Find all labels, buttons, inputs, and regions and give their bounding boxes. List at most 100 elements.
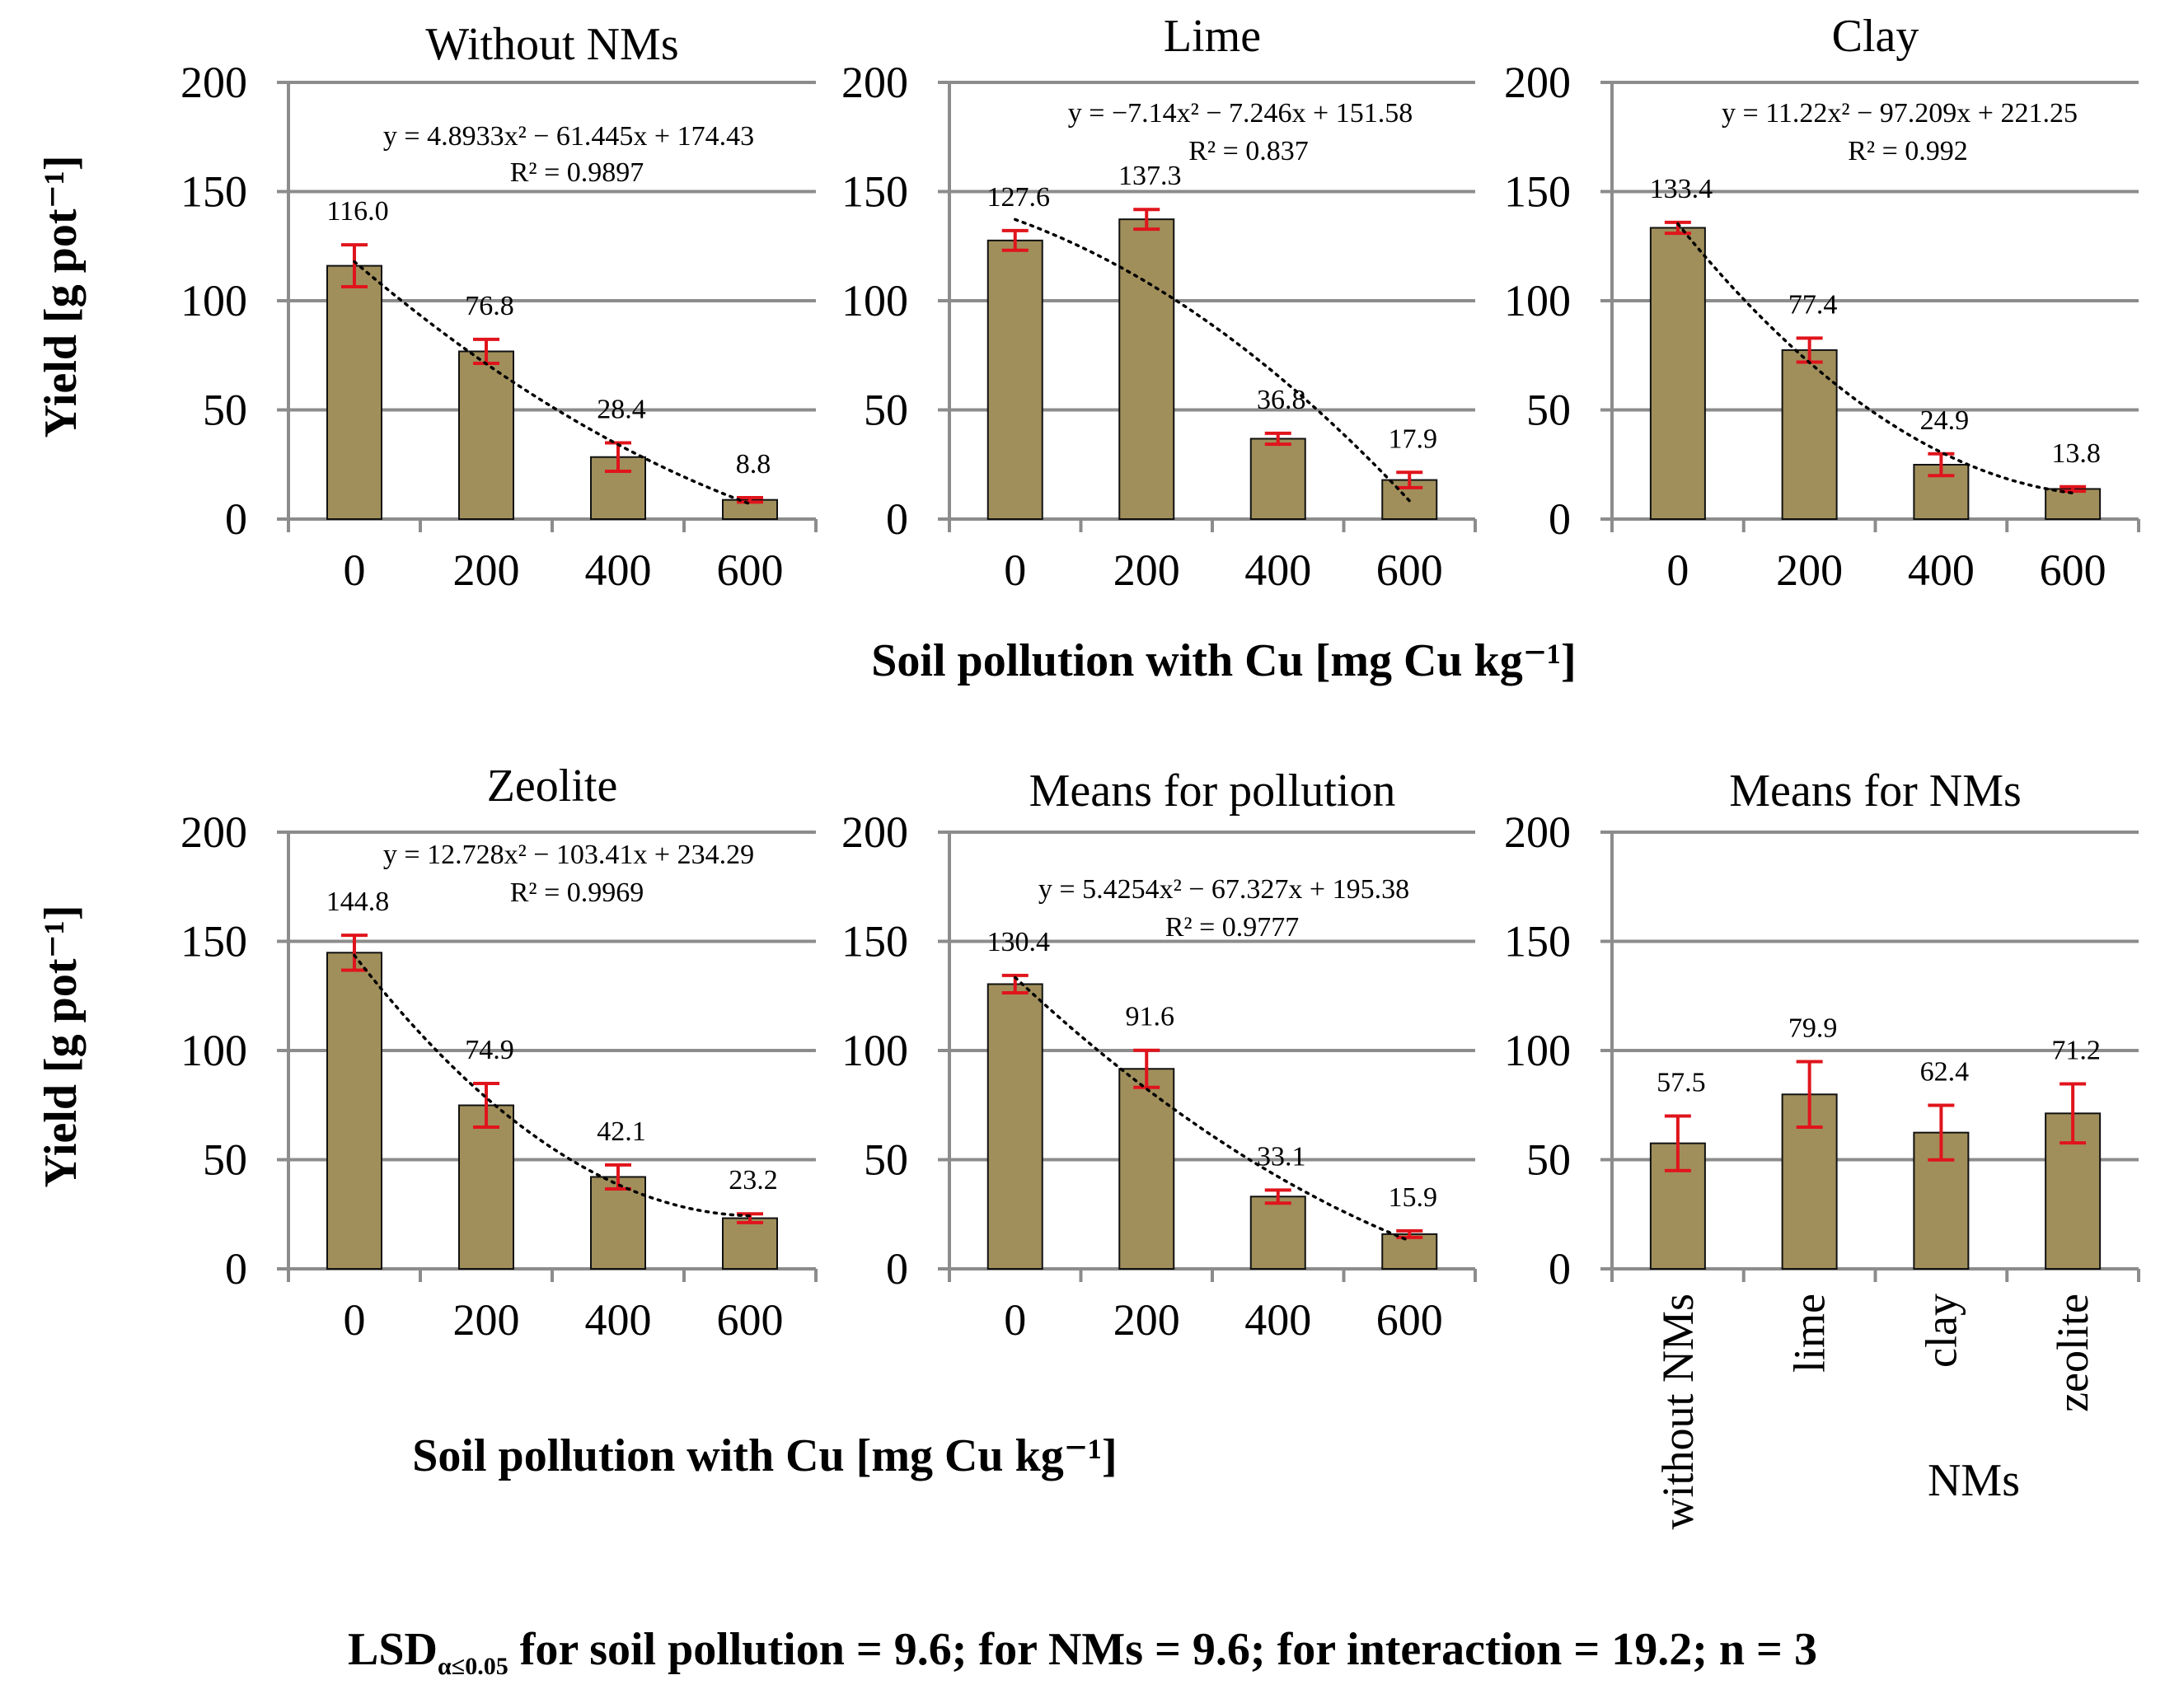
value-label: 130.4 [987, 927, 1051, 957]
y-axis-label-top: Yield [g pot⁻¹] [35, 156, 87, 438]
value-label: 76.8 [465, 291, 514, 321]
panel-means-pollution: 0 50 100 150 200 Means for pollution 130.4 91.6… [841, 765, 1477, 1345]
value-label: 24.9 [1920, 405, 1970, 436]
y-tick-label: 150 [1504, 167, 1571, 217]
value-label: 57.5 [1657, 1068, 1706, 1098]
trend-equation: y = −7.14x² − 7.246x + 151.58 [1068, 98, 1413, 129]
y-tick-label: 200 [1504, 58, 1571, 107]
y-tick-label: 50 [864, 1135, 908, 1185]
x-tick-label: without NMs [1653, 1294, 1703, 1530]
x-axis-label-bottom: Soil pollution with Cu [mg Cu kg⁻¹] [412, 1430, 1117, 1481]
bar [1118, 1068, 1175, 1270]
y-tick-label: 100 [1504, 1026, 1571, 1075]
bar [986, 983, 1043, 1270]
bar [1249, 438, 1306, 520]
x-tick-label: 600 [717, 1295, 784, 1345]
bar [1781, 349, 1838, 521]
x-tick-label: 0 [344, 1295, 366, 1345]
x-tick-label: 0 [1004, 1295, 1026, 1345]
panel-title: Means for NMs [1729, 765, 2022, 817]
trend-r2: R² = 0.992 [1848, 136, 1968, 166]
trend-equation: y = 5.4254x² − 67.327x + 195.38 [1038, 874, 1409, 905]
value-label: 116.0 [326, 196, 388, 227]
panel-title: Means for pollution [1029, 765, 1396, 817]
bar [326, 264, 382, 520]
trend-line [1676, 222, 2074, 495]
panel-zeolite: 0 50 100 150 200 Zeolite 144.8 74.9 42.1 23.2 0 200… [180, 760, 818, 1345]
trend-r2: R² = 0.837 [1188, 136, 1309, 166]
value-label: 137.3 [1118, 161, 1182, 191]
x-tick-label: 0 [1004, 545, 1026, 595]
bar [458, 1104, 514, 1270]
x-tick-label: 200 [453, 545, 520, 595]
panel-title: Clay [1832, 11, 1919, 62]
trend-r2: R² = 0.9969 [510, 877, 644, 908]
value-label: 77.4 [1788, 289, 1838, 320]
y-tick-label: 0 [1549, 1244, 1571, 1294]
y-tick-label: 50 [1526, 386, 1571, 435]
y-tick-label: 200 [180, 58, 247, 107]
panel-clay: 0 50 100 150 200 Clay 133.4 77.4 24.9 13.8 0 200 400… [1504, 11, 2140, 595]
y-tick-label: 50 [864, 386, 908, 435]
bar [1381, 1233, 1438, 1270]
x-tick-label: 600 [1376, 545, 1443, 595]
x-tick-label: 200 [1113, 545, 1180, 595]
x-tick-label: zeolite [2048, 1294, 2097, 1412]
trend-r2: R² = 0.9777 [1165, 912, 1300, 943]
x-tick-label: 400 [1244, 1295, 1311, 1345]
x-tick-label: 600 [1376, 1295, 1443, 1345]
y-tick-label: 200 [841, 58, 908, 107]
value-label: 23.2 [729, 1165, 778, 1196]
panel-title: Zeolite [487, 760, 618, 812]
bar [1118, 218, 1175, 520]
y-tick-label: 0 [886, 1244, 908, 1294]
value-label: 28.4 [597, 395, 646, 425]
trend-equation: y = 4.8933x² − 61.445x + 174.43 [383, 121, 754, 152]
lsd-prefix: LSD [348, 1624, 438, 1675]
y-tick-label: 100 [841, 1026, 908, 1075]
y-tick-label: 50 [203, 1135, 247, 1185]
lsd-footer: LSDα≤0.05 for soil pollution = 9.6; for … [0, 1623, 2165, 1681]
y-tick-label: 100 [841, 276, 908, 325]
y-axis-label-bottom: Yield [g pot⁻¹] [35, 905, 87, 1188]
value-label: 144.8 [326, 887, 390, 917]
x-tick-label: 400 [585, 545, 652, 595]
y-tick-label: 100 [180, 276, 247, 325]
y-tick-label: 150 [841, 917, 908, 966]
y-tick-label: 150 [180, 167, 247, 217]
x-tick-label: 0 [344, 545, 366, 595]
bar [2045, 488, 2102, 520]
nms-axis-label: NMs [1928, 1455, 2020, 1506]
panel-title: Without NMs [425, 19, 678, 70]
y-tick-label: 100 [180, 1026, 247, 1075]
panel-means-nms: 0 50 100 150 200 Means for NMs 57.5 79.9 62.4 71.… [1504, 765, 2140, 1530]
value-label: 133.4 [1650, 174, 1713, 204]
y-tick-label: 200 [1504, 807, 1571, 857]
y-tick-label: 0 [886, 494, 908, 544]
y-tick-label: 150 [1504, 917, 1571, 966]
panel-title: Lime [1164, 11, 1261, 62]
value-label: 127.6 [987, 182, 1051, 213]
x-axis-label-top: Soil pollution with Cu [mg Cu kg⁻¹] [871, 635, 1576, 686]
y-tick-label: 50 [1526, 1135, 1571, 1185]
y-tick-label: 50 [203, 386, 247, 435]
value-label: 91.6 [1126, 1002, 1175, 1032]
y-tick-label: 0 [225, 1244, 247, 1294]
value-label: 17.9 [1389, 423, 1438, 454]
trend-line [353, 953, 752, 1218]
value-label: 8.8 [736, 449, 771, 480]
trend-r2: R² = 0.9897 [510, 157, 644, 188]
x-tick-label: 600 [717, 545, 784, 595]
panel-without-nms: 0 50 100 150 200 Without NMs 116.0 76.8 28.4 8.8 0… [180, 19, 818, 595]
bar [590, 1176, 646, 1270]
y-tick-label: 200 [841, 807, 908, 857]
lsd-text: for soil pollution = 9.6; for NMs = 9.6;… [508, 1624, 1817, 1675]
trend-line [1014, 976, 1412, 1242]
x-tick-label: 600 [2040, 545, 2106, 595]
trend-line [353, 260, 752, 506]
value-label: 13.8 [2051, 438, 2101, 469]
value-label: 62.4 [1920, 1057, 1970, 1088]
x-tick-label: 200 [1113, 1295, 1180, 1345]
trend-equation: y = 12.728x² − 103.41x + 234.29 [383, 840, 754, 870]
